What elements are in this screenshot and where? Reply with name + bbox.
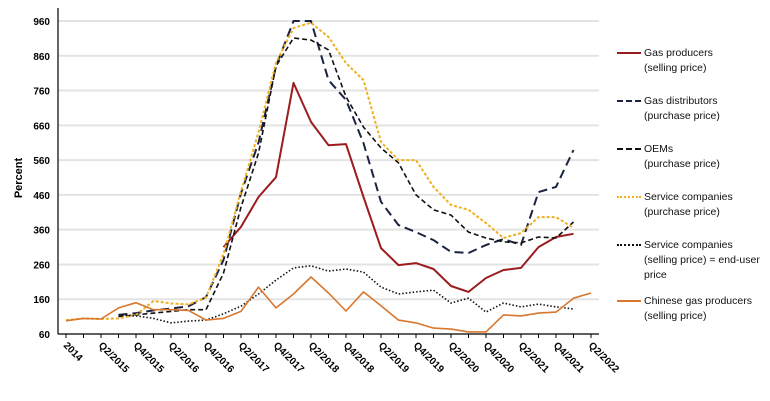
y-tick-label: 560: [33, 156, 50, 167]
series-line-2: [118, 37, 575, 318]
legend-label-line: (purchase price): [644, 206, 720, 218]
legend-label-line: OEMs: [644, 143, 674, 155]
legend-label-line: (purchase price): [644, 110, 720, 122]
legend-item: Gas distributors (purchase price): [617, 94, 770, 124]
y-tick-label: 460: [33, 191, 50, 202]
legend-item: Service companies (selling price) = end-u…: [617, 238, 770, 283]
x-tick-label: Q2/2021: [516, 340, 551, 375]
y-tick-label: 660: [33, 121, 50, 132]
y-axis-title: Percent: [13, 157, 25, 198]
x-tick-label: Q4/2019: [411, 340, 446, 375]
x-tick-label: 2014: [61, 340, 85, 364]
legend-swatch: [617, 100, 641, 102]
series-line-5: [65, 276, 592, 333]
legend-label-line: (selling price) = end-user: [644, 254, 760, 266]
y-tick-label: 960: [33, 17, 50, 28]
legend-label-line: Service companies: [644, 239, 733, 251]
x-tick-label: Q2/2022: [586, 340, 621, 375]
legend-label-line: Chinese gas producers: [644, 295, 752, 307]
legend-swatch: [617, 300, 641, 302]
y-tick-label: 260: [33, 260, 50, 271]
legend-label-line: Gas producers: [644, 47, 713, 59]
series-line-1: [118, 20, 575, 316]
y-tick-label: 60: [39, 330, 51, 341]
legend-label: Service companies (purchase price): [644, 190, 770, 220]
x-tick-label: Q4/2015: [131, 340, 166, 375]
y-tick-label: 160: [33, 295, 50, 306]
x-tick-label: Q2/2019: [376, 340, 411, 375]
legend-swatch: [617, 244, 641, 246]
x-tick-label: Q4/2021: [551, 340, 586, 375]
legend-item: Gas producers (selling price): [617, 46, 770, 76]
legend-item: Chinese gas producers (selling price): [617, 294, 770, 324]
legend-label-line: price: [644, 269, 667, 281]
legend-label: Chinese gas producers (selling price): [644, 294, 770, 324]
legend-label-line: (purchase price): [644, 158, 720, 170]
x-tick-label: Q2/2020: [446, 340, 481, 375]
legend-label-line: Gas distributors: [644, 95, 718, 107]
legend-label: Gas distributors (purchase price): [644, 94, 770, 124]
series-line-3: [65, 21, 575, 322]
legend-swatch: [617, 148, 641, 150]
legend-label-line: (selling price): [644, 62, 707, 74]
x-tick-label: Q2/2018: [306, 340, 341, 375]
legend-label: OEMs (purchase price): [644, 142, 770, 172]
legend-swatch: [617, 52, 641, 54]
x-tick-label: Q4/2018: [341, 340, 376, 375]
legend-label-line: (selling price): [644, 310, 707, 322]
y-tick-label: 860: [33, 52, 50, 63]
legend-item: OEMs (purchase price): [617, 142, 770, 172]
x-tick-label: Q4/2016: [201, 340, 236, 375]
legend-item: Service companies (purchase price): [617, 190, 770, 220]
x-tick-label: Q2/2016: [166, 340, 201, 375]
y-tick-label: 360: [33, 226, 50, 237]
x-tick-label: Q4/2020: [481, 340, 516, 375]
x-tick-label: Q2/2017: [236, 340, 271, 375]
series-line-0: [222, 81, 574, 293]
x-tick-label: Q4/2017: [271, 340, 306, 375]
legend-label: Service companies (selling price) = end-u…: [644, 238, 770, 283]
y-tick-label: 760: [33, 87, 50, 98]
legend-swatch: [617, 196, 641, 198]
legend-label-line: Service companies: [644, 191, 733, 203]
legend-label: Gas producers (selling price): [644, 46, 770, 76]
x-tick-label: Q2/2015: [96, 340, 131, 375]
